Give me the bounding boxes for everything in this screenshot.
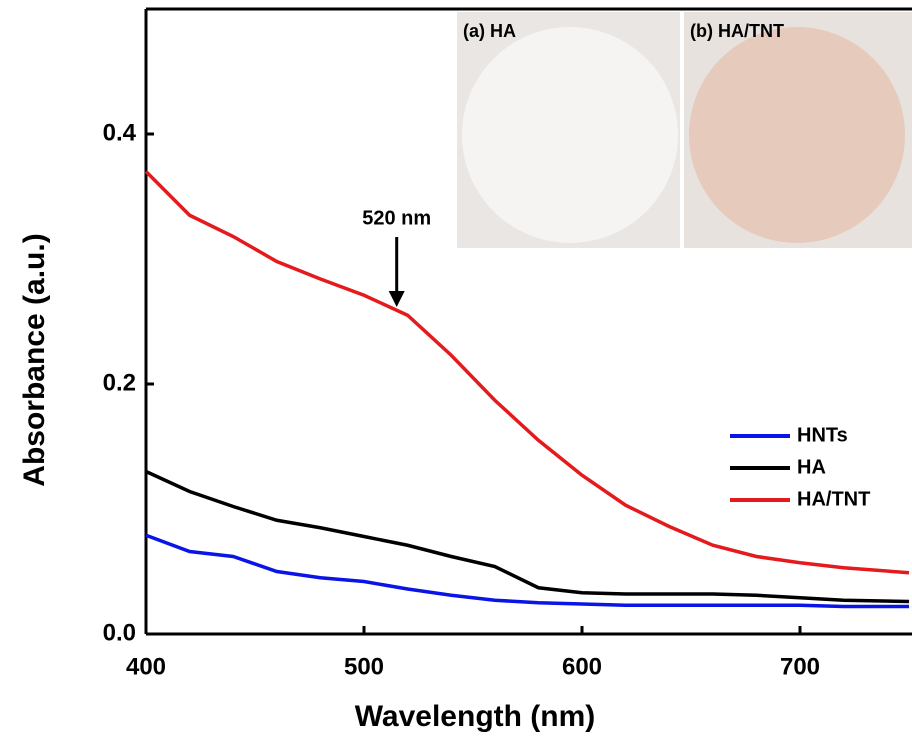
inset: (a) HA (b) HA/TNT (457, 12, 912, 248)
inset-label: (b) HA/TNT (690, 21, 784, 41)
series-line (146, 472, 909, 602)
inset-label: (a) HA (463, 21, 516, 41)
annotation: 520 nm (362, 207, 431, 229)
sample-ha-tnt (689, 27, 905, 243)
y-tick-label: 0.0 (103, 619, 136, 646)
legend-label: HNTs (797, 424, 848, 446)
y-tick-label: 0.4 (103, 119, 137, 146)
y-tick-label: 0.2 (103, 369, 136, 396)
sample-ha (462, 27, 678, 243)
arrow-head (389, 291, 405, 307)
x-tick-label: 600 (562, 653, 602, 680)
x-axis-title: Wavelength (nm) (355, 700, 596, 733)
chart: (a) HA (b) HA/TNT Wavelength (nm) Absorb… (0, 0, 912, 750)
y-axis-title: Absorbance (a.u.) (18, 233, 51, 486)
legend-label: HA/TNT (797, 488, 870, 510)
x-tick-label: 500 (344, 653, 384, 680)
x-tick-label: 400 (126, 653, 166, 680)
x-tick-label: 700 (780, 653, 820, 680)
legend-label: HA (797, 456, 826, 478)
